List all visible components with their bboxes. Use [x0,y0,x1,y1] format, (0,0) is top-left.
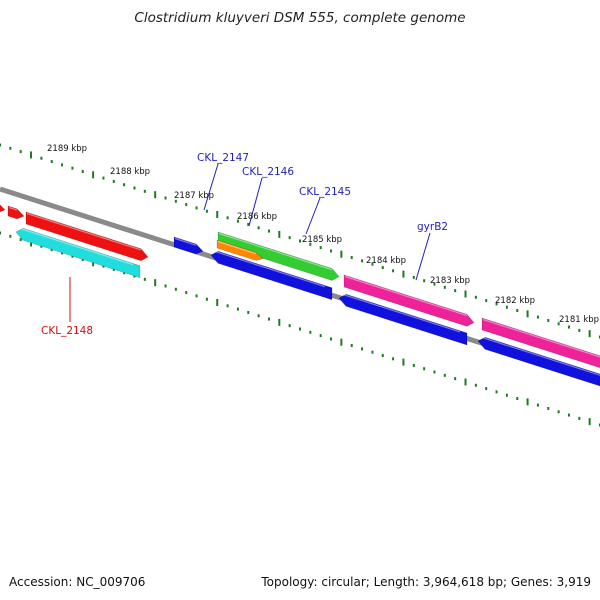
gene-feature-shine [218,232,333,271]
label-leader-line [305,197,321,235]
tick-marks [0,143,600,427]
topology-stats: Topology: circular; Length: 3,964,618 bp… [261,575,591,589]
gene-feature-shine [211,249,326,288]
label-leaders [69,163,431,322]
kbp-label: 2185 kbp [302,235,342,245]
gene-feature-shine [26,212,142,251]
gene-feature-shine [339,292,461,333]
gene-feature-shine [16,226,134,266]
gene-feature-f8 [210,250,333,301]
gene-features [0,204,600,387]
gene-feature-f12 [477,336,600,387]
kbp-label: 2187 kbp [174,191,214,201]
gene-feature-f2 [7,205,25,220]
gene-label: gyrB2 [417,221,448,233]
kbp-label: 2181 kbp [559,315,599,325]
gene-feature-f9 [343,274,475,327]
gene-feature-shine [217,240,257,255]
label-leader-line [415,232,431,281]
gene-feature-shine [174,237,197,246]
gene-feature-shine [8,206,18,211]
gene-label: CKL_2145 [299,186,351,198]
accession-text: Accession: NC_009706 [9,575,146,589]
kbp-label: 2183 kbp [430,276,470,286]
kbp-labels: 2189 kbp 2188 kbp 2187 kbp 2186 kbp 2185 kbp… [47,144,599,325]
kbp-label: 2189 kbp [47,144,87,154]
gene-feature-shine [478,335,600,376]
kbp-label: 2184 kbp [366,256,406,266]
gene-feature-f1 [0,204,6,213]
kbp-label: 2188 kbp [110,167,150,177]
gene-label: CKL_2148 [41,325,93,337]
label-leader-line [203,163,219,211]
gene-labels: CKL_2147 CKL_2146 CKL_2145 gyrB2 CKL_2148 [41,152,448,337]
gene-feature-f4 [15,227,141,279]
gene-feature-f11 [481,317,600,369]
gene-feature-f3 [25,211,149,262]
kbp-label: 2182 kbp [495,296,535,306]
map-title: Clostridium kluyveri DSM 555, complete g… [134,10,466,26]
gene-feature-f7 [216,239,264,261]
gene-label: CKL_2146 [242,166,294,178]
gene-feature-f5 [173,236,204,255]
gene-feature-f10 [338,293,468,346]
gene-label: CKL_2147 [197,152,249,164]
gene-feature-shine [482,318,600,358]
kbp-label: 2186 kbp [237,212,277,222]
label-leader-line [248,177,263,227]
gene-feature-shine [344,275,468,317]
